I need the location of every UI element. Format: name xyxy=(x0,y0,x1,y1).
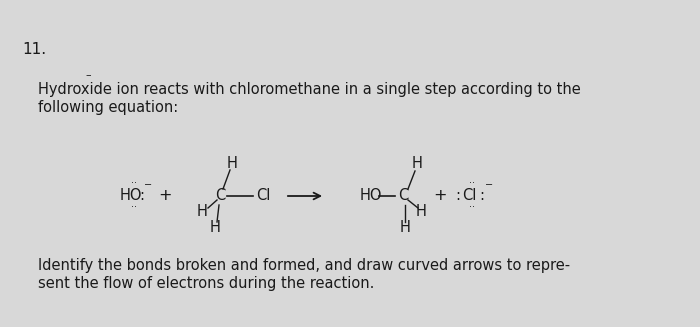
Text: H: H xyxy=(400,220,410,235)
Text: C: C xyxy=(215,188,225,203)
Text: Hydroxide ion reacts with chloromethane in a single step according to the: Hydroxide ion reacts with chloromethane … xyxy=(38,82,581,97)
Text: Identify the bonds broken and formed, and draw curved arrows to repre-: Identify the bonds broken and formed, an… xyxy=(38,258,570,273)
Text: H: H xyxy=(197,204,207,219)
Text: ··: ·· xyxy=(469,202,475,212)
Text: H: H xyxy=(209,220,220,235)
Text: C: C xyxy=(398,188,408,203)
Text: +: + xyxy=(158,188,172,203)
Text: +: + xyxy=(433,188,447,203)
Text: ··: ·· xyxy=(131,202,137,212)
Text: ··: ·· xyxy=(131,178,137,188)
Text: –: – xyxy=(85,70,90,80)
Text: :: : xyxy=(455,188,460,203)
Text: following equation:: following equation: xyxy=(38,100,178,115)
Text: −: − xyxy=(485,180,493,190)
Text: HO: HO xyxy=(120,188,143,203)
Text: :: : xyxy=(139,188,144,203)
Text: :: : xyxy=(479,188,484,203)
Text: sent the flow of electrons during the reaction.: sent the flow of electrons during the re… xyxy=(38,276,375,291)
Text: Cl: Cl xyxy=(462,188,477,203)
Text: −: − xyxy=(144,180,152,190)
Text: H: H xyxy=(227,156,237,170)
FancyArrowPatch shape xyxy=(288,193,320,199)
Text: Cl: Cl xyxy=(256,188,270,203)
Text: HO: HO xyxy=(360,188,382,203)
Text: ··: ·· xyxy=(469,178,475,188)
Text: 11.: 11. xyxy=(22,42,46,57)
Text: H: H xyxy=(416,204,426,219)
Text: H: H xyxy=(412,156,422,170)
